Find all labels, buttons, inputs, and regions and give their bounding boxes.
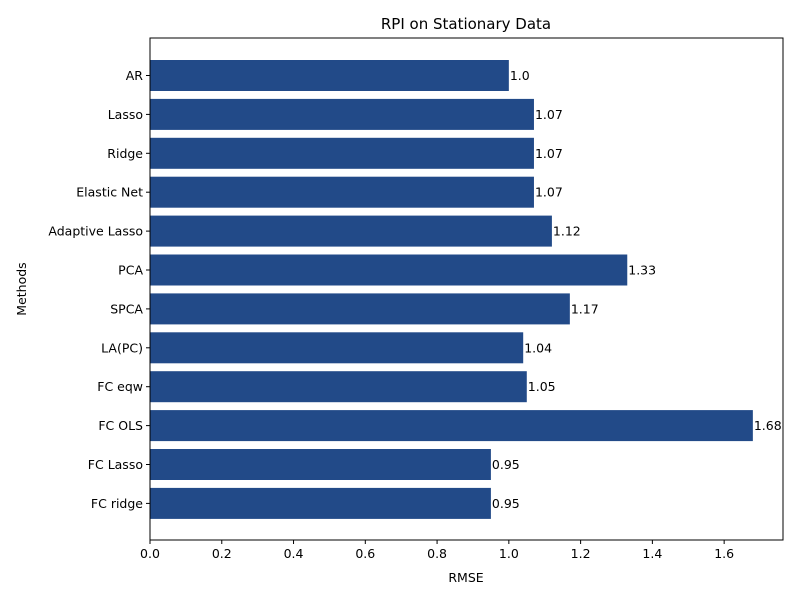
y-tick-label-fc-eqw: FC eqw — [97, 379, 143, 394]
bar-elastic-net — [150, 176, 534, 208]
data-label-fc-ols: 1.68 — [754, 418, 782, 433]
data-label-adaptive-lasso: 1.12 — [553, 224, 581, 239]
data-label-spca: 1.17 — [571, 301, 599, 316]
data-label-fc-lasso: 0.95 — [492, 457, 520, 472]
data-label-fc-eqw: 1.05 — [528, 379, 556, 394]
bar-ridge — [150, 137, 534, 169]
bar-fc-ols — [150, 410, 753, 442]
bar-la-pc — [150, 332, 524, 364]
x-tick-label-0-8: 0.8 — [427, 546, 447, 561]
data-label-fc-ridge: 0.95 — [492, 496, 520, 511]
bar-ar — [150, 60, 509, 91]
y-axis-title: Methods — [14, 262, 29, 315]
data-label-pca: 1.33 — [628, 263, 656, 278]
x-axis-ticks: 0.0 0.2 0.4 0.6 0.8 1.0 1.2 1.4 1.6 — [140, 540, 734, 561]
x-tick-label-0-4: 0.4 — [284, 546, 304, 561]
data-labels-layer: 1.0 1.07 1.07 1.07 1.12 1.33 1.17 1.04 1.05 1.68 0… — [492, 68, 782, 511]
bar-fc-eqw — [150, 371, 527, 403]
bar-fc-lasso — [150, 449, 491, 480]
y-tick-label-spca: SPCA — [110, 301, 143, 316]
bar-spca — [150, 293, 570, 325]
bars-layer — [150, 60, 753, 519]
x-tick-label-0-0: 0.0 — [140, 546, 160, 561]
x-tick-label-1-0: 1.0 — [499, 546, 519, 561]
y-tick-label-elastic-net: Elastic Net — [76, 185, 143, 200]
y-tick-label-ridge: Ridge — [107, 146, 143, 161]
y-tick-label-la-pc: LA(PC) — [101, 340, 143, 355]
y-tick-label-adaptive-lasso: Adaptive Lasso — [48, 224, 143, 239]
data-label-ridge: 1.07 — [535, 146, 563, 161]
y-tick-label-fc-lasso: FC Lasso — [88, 457, 143, 472]
y-tick-label-pca: PCA — [118, 263, 143, 278]
bar-adaptive-lasso — [150, 215, 552, 247]
bar-pca — [150, 254, 628, 286]
y-axis-ticks: AR Lasso Ridge Elastic Net Adaptive Lasso PCA… — [48, 68, 150, 511]
bar-lasso — [150, 98, 534, 130]
y-tick-label-ar: AR — [126, 68, 144, 83]
y-tick-label-lasso: Lasso — [108, 107, 143, 122]
chart-title: RPI on Stationary Data — [381, 15, 551, 33]
data-label-lasso: 1.07 — [535, 107, 563, 122]
x-tick-label-1-6: 1.6 — [714, 546, 734, 561]
data-label-ar: 1.0 — [510, 68, 530, 83]
data-label-la-pc: 1.04 — [524, 340, 552, 355]
plot-frame — [149, 37, 784, 541]
y-tick-label-fc-ols: FC OLS — [98, 418, 143, 433]
x-tick-label-0-6: 0.6 — [355, 546, 375, 561]
data-label-elastic-net: 1.07 — [535, 185, 563, 200]
bar-fc-ridge — [150, 487, 491, 519]
x-tick-label-1-4: 1.4 — [642, 546, 662, 561]
x-axis-title: RMSE — [448, 570, 483, 585]
x-tick-label-0-2: 0.2 — [212, 546, 232, 561]
y-tick-label-fc-ridge: FC ridge — [91, 496, 143, 511]
x-tick-label-1-2: 1.2 — [571, 546, 591, 561]
